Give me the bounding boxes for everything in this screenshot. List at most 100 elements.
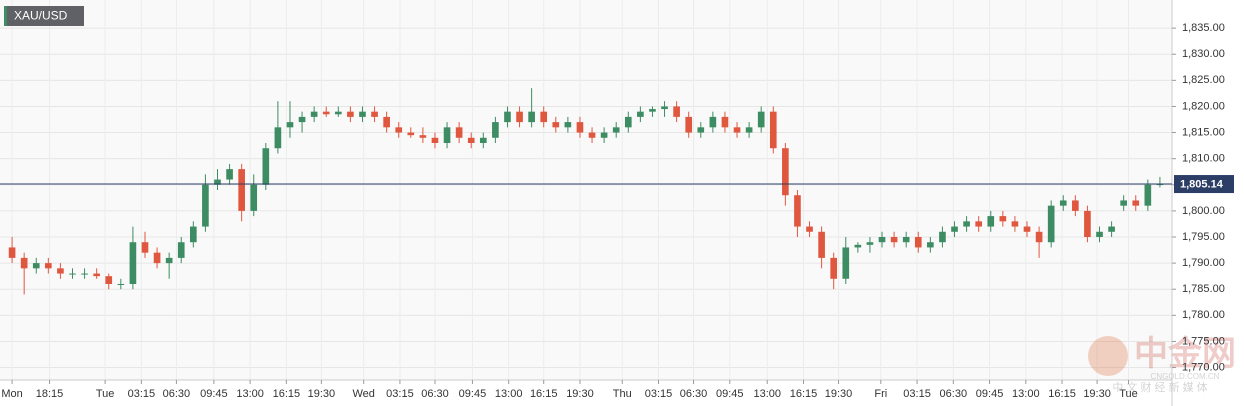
candle-body [624, 116, 632, 128]
candle-body [951, 226, 958, 232]
candle-body [407, 132, 415, 136]
candle-body [975, 221, 983, 227]
watermark-icon [1088, 336, 1128, 376]
candle-body [93, 273, 100, 277]
candle-body [600, 132, 608, 138]
candle-body [782, 148, 789, 196]
symbol-badge: XAU/USD [4, 6, 84, 26]
candle-body [673, 106, 680, 117]
candle-body [769, 111, 777, 149]
x-tick-label: 19:30 [825, 388, 853, 400]
x-tick-label: 16:15 [790, 388, 818, 400]
x-tick-label: 19:30 [308, 388, 336, 400]
symbol-accent [4, 6, 7, 26]
x-tick-label: 18:15 [36, 388, 64, 400]
candle-body [274, 127, 282, 149]
candle-body [129, 242, 137, 284]
candle-body [806, 226, 813, 232]
y-tick-label: 1,820.00 [1182, 100, 1225, 112]
x-tick-label: 03:15 [386, 388, 414, 400]
candle-body [202, 184, 209, 227]
candle-body [105, 276, 113, 284]
y-tick-label: 1,815.00 [1182, 126, 1225, 138]
candle-body [359, 111, 366, 117]
candle-body [347, 111, 354, 117]
x-tick-label: 03:15 [645, 388, 673, 400]
last-price-box [1174, 175, 1234, 194]
last-price-label: 1,805.14 [1180, 178, 1224, 190]
x-tick-label: 16:15 [273, 388, 301, 400]
candle-body [540, 111, 548, 123]
x-tick-label: 09:45 [200, 388, 228, 400]
x-tick-label: 06:30 [163, 388, 191, 400]
candle-body [745, 127, 753, 133]
candle-body [588, 132, 596, 138]
x-tick-label: 06:30 [940, 388, 968, 400]
candle-body [467, 137, 475, 143]
candle-body [709, 116, 717, 128]
candle-body [214, 179, 221, 185]
candle-body [32, 263, 40, 269]
candle-body [1072, 200, 1079, 211]
candle-body [419, 135, 427, 138]
candle-body [1132, 200, 1140, 206]
candle-body [854, 244, 862, 248]
candle-body [1059, 200, 1067, 206]
y-tick-label: 1,780.00 [1182, 309, 1225, 321]
candle-body [383, 116, 390, 128]
candle-body [818, 231, 825, 258]
candle-body [685, 116, 693, 133]
candle-body [528, 111, 535, 123]
candle-body [57, 268, 64, 274]
candle-body [516, 111, 523, 123]
x-tick-label: 16:15 [1048, 388, 1076, 400]
y-tick-label: 1,830.00 [1182, 48, 1225, 60]
candle-body [637, 111, 644, 117]
candle-body [45, 263, 52, 269]
watermark-tagline: 中 文 财 经 新 媒 体 [1112, 380, 1207, 394]
candle-body [999, 216, 1007, 222]
x-tick-label: 19:30 [566, 388, 594, 400]
watermark-domain: CNGOLD.COM.CN [1151, 372, 1220, 381]
candle-body [479, 137, 487, 143]
x-tick-label: Thu [613, 388, 632, 400]
candle-body [69, 273, 76, 275]
candle-body [1035, 231, 1043, 243]
x-tick-label: 03:15 [903, 388, 931, 400]
candle-body [226, 169, 233, 180]
y-tick-label: 1,790.00 [1182, 257, 1225, 269]
x-tick-label: Wed [352, 388, 374, 400]
candle-body [371, 111, 378, 117]
x-tick-label: 13:00 [1012, 388, 1040, 400]
candle-body [1120, 200, 1127, 206]
candle-body [1108, 226, 1115, 232]
candle-body [238, 169, 245, 211]
candle-body [721, 116, 729, 128]
candle-body [612, 127, 620, 133]
candle-body [1047, 205, 1055, 243]
x-tick-label: 13:00 [495, 388, 523, 400]
y-tick-label: 1,795.00 [1182, 231, 1225, 243]
candle-body [189, 226, 197, 243]
candle-body [1011, 221, 1019, 227]
x-tick-label: 09:45 [459, 388, 487, 400]
candles [8, 88, 1164, 295]
candle-body [794, 195, 801, 227]
candle-body [310, 111, 318, 117]
symbol-box [4, 6, 84, 26]
candle-body [649, 109, 656, 112]
candle-body [322, 111, 330, 115]
y-tick-label: 1,775.00 [1182, 335, 1225, 347]
candle-body [661, 106, 668, 110]
candle-body [552, 122, 560, 128]
x-tick-label: 03:15 [128, 388, 156, 400]
plot-area [0, 0, 1172, 380]
candle-body [1084, 210, 1091, 237]
candle-body [262, 148, 270, 185]
candle-body [733, 127, 741, 133]
candle-body [697, 127, 705, 133]
x-tick-label: Fri [874, 388, 887, 400]
candle-body [830, 257, 838, 279]
candle-body [20, 257, 28, 269]
candle-body [963, 221, 970, 227]
